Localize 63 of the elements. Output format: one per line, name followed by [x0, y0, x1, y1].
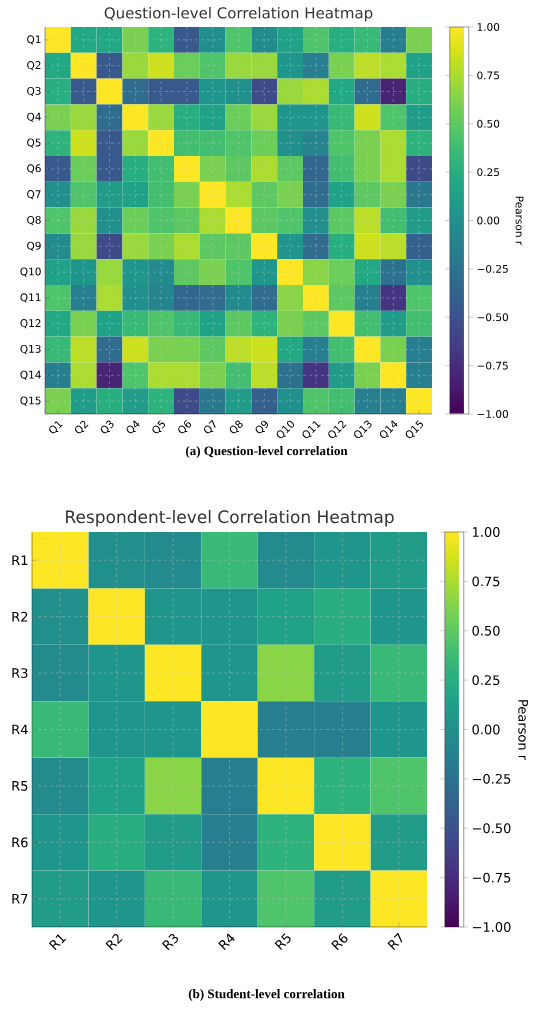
y-tick-label: Q5	[27, 138, 41, 148]
y-tick-label: Q15	[20, 396, 41, 406]
x-tick-label: Q5	[152, 420, 166, 434]
x-tick-label: R5	[274, 933, 291, 951]
color-bar-label: −0.25	[477, 264, 508, 273]
x-tick-label: Q4	[126, 420, 140, 434]
y-tick-label: Q13	[20, 344, 41, 355]
text: (b) Student-level correlation	[188, 989, 345, 1001]
y-tick-label: R7	[12, 894, 28, 904]
y-tick-label: R6	[12, 837, 28, 848]
color-bar-label: 0.50	[477, 119, 500, 128]
color-bar-label: −1.00	[472, 922, 511, 932]
x-tick-label: R4	[218, 933, 235, 951]
x-tick-label: Q8	[229, 420, 243, 434]
color-bar-title: Pearson r	[515, 196, 524, 246]
color-bar-label: −0.50	[472, 823, 511, 834]
y-tick-label: R1	[12, 555, 28, 565]
x-tick-label: Q3	[100, 420, 114, 434]
x-tick-label: Q11	[302, 420, 321, 439]
y-tick-label: R4	[12, 724, 28, 735]
x-tick-label: R3	[161, 933, 179, 951]
y-tick-label: Q7	[27, 190, 41, 200]
x-tick-label: Q6	[178, 420, 192, 434]
y-tick-label: Q1	[27, 35, 41, 45]
y-tick-label: Q8	[27, 215, 41, 226]
color-bar-label: 0.50	[472, 625, 500, 636]
y-tick-label: Q14	[20, 370, 41, 380]
y-tick-label: Q12	[20, 319, 41, 329]
chart-title: Question-level Correlation Heatmap	[104, 6, 373, 22]
color-bar-label: 0.25	[472, 675, 500, 686]
color-bar-label: 0.00	[477, 216, 500, 225]
x-tick-label: Q9	[255, 420, 269, 434]
text: (a) Question-level correlation	[185, 446, 348, 458]
y-tick-label: Q11	[20, 293, 41, 303]
y-tick-label: R2	[12, 611, 28, 622]
y-tick-label: Q3	[27, 86, 41, 97]
color-bar-label: 1.00	[472, 527, 500, 537]
y-tick-label: Q4	[27, 112, 41, 122]
y-tick-label: R5	[12, 781, 28, 791]
x-tick-label: R6	[331, 933, 348, 951]
y-tick-label: Q2	[27, 61, 41, 71]
y-tick-label: R3	[12, 668, 28, 678]
x-tick-label: R2	[105, 934, 123, 951]
color-bar-label: 0.25	[477, 168, 499, 177]
color-bar-label: 1.00	[477, 23, 500, 31]
x-tick-label: Q2	[75, 420, 89, 434]
color-bar-label: −0.75	[472, 872, 511, 883]
y-tick-label: Q10	[20, 267, 41, 277]
color-bar-label: 0.00	[472, 724, 500, 735]
y-tick-label: Q6	[27, 164, 41, 174]
x-tick-label: R1	[48, 934, 67, 951]
x-tick-label: R7	[387, 932, 403, 951]
chart-title: Respondent-level Correlation Heatmap	[66, 510, 394, 527]
color-bar-label: −0.75	[477, 361, 508, 370]
color-bar-label: −0.25	[472, 773, 511, 784]
color-bar-label: −1.00	[477, 410, 509, 418]
y-tick-label: Q9	[27, 241, 41, 251]
x-tick-label: Q7	[204, 419, 216, 434]
color-bar-label: −0.50	[477, 313, 509, 322]
x-tick-label: Q1	[49, 420, 63, 434]
color-bar-label: 0.75	[477, 71, 499, 80]
color-bar-label: 0.75	[472, 576, 500, 587]
color-bar-title: Pearson r	[518, 700, 528, 761]
